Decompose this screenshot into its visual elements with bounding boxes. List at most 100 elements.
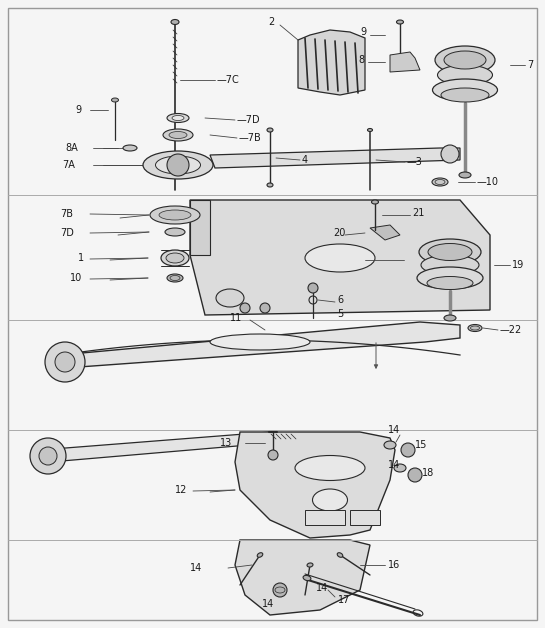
Text: 12: 12 [175, 485, 187, 495]
Ellipse shape [303, 575, 311, 581]
Text: 21: 21 [412, 208, 425, 218]
Text: 8A: 8A [65, 143, 78, 153]
Ellipse shape [337, 553, 343, 557]
Text: 7D: 7D [60, 228, 74, 238]
Ellipse shape [163, 129, 193, 141]
Text: 4: 4 [302, 155, 308, 165]
Ellipse shape [150, 206, 200, 224]
Polygon shape [190, 200, 490, 315]
Ellipse shape [169, 131, 187, 139]
Ellipse shape [444, 51, 486, 69]
Ellipse shape [165, 228, 185, 236]
Ellipse shape [257, 553, 263, 557]
Ellipse shape [305, 244, 375, 272]
Ellipse shape [397, 20, 403, 24]
Ellipse shape [441, 88, 489, 102]
Polygon shape [390, 52, 420, 72]
Polygon shape [60, 322, 460, 368]
Text: —10: —10 [477, 177, 499, 187]
Circle shape [39, 447, 57, 465]
Ellipse shape [112, 98, 118, 102]
Ellipse shape [123, 145, 137, 151]
Ellipse shape [167, 114, 189, 122]
Ellipse shape [171, 19, 179, 24]
Text: 6: 6 [337, 295, 343, 305]
Text: —7C: —7C [217, 75, 240, 85]
Text: 9: 9 [360, 27, 366, 37]
Polygon shape [235, 540, 370, 615]
Circle shape [45, 342, 85, 382]
Ellipse shape [384, 441, 396, 449]
Text: 8: 8 [358, 55, 364, 65]
Ellipse shape [427, 276, 473, 290]
Text: 14: 14 [388, 460, 400, 470]
Ellipse shape [394, 464, 406, 472]
Text: 11: 11 [230, 313, 242, 323]
Polygon shape [350, 510, 380, 525]
Ellipse shape [432, 178, 448, 186]
Text: 7: 7 [527, 60, 533, 70]
Polygon shape [210, 148, 460, 168]
Text: 14: 14 [190, 563, 202, 573]
Polygon shape [298, 30, 365, 95]
Ellipse shape [444, 315, 456, 321]
Circle shape [167, 154, 189, 176]
Text: 19: 19 [512, 260, 524, 270]
Ellipse shape [166, 253, 184, 263]
Polygon shape [305, 510, 345, 525]
Polygon shape [190, 200, 210, 255]
Circle shape [55, 352, 75, 372]
Ellipse shape [216, 289, 244, 307]
Ellipse shape [210, 334, 310, 350]
Text: 14: 14 [316, 583, 328, 593]
Text: 14: 14 [388, 425, 400, 435]
Ellipse shape [372, 200, 378, 204]
Polygon shape [40, 432, 275, 462]
Text: —22: —22 [500, 325, 522, 335]
Ellipse shape [159, 210, 191, 220]
Ellipse shape [419, 239, 481, 265]
Text: 13: 13 [220, 438, 232, 448]
Text: 7A: 7A [62, 160, 75, 170]
Ellipse shape [155, 156, 201, 174]
Polygon shape [370, 225, 400, 240]
Text: —7B: —7B [239, 133, 262, 143]
Ellipse shape [367, 129, 372, 131]
Text: 7B: 7B [60, 209, 73, 219]
Ellipse shape [307, 563, 313, 567]
Circle shape [30, 438, 66, 474]
Ellipse shape [433, 79, 498, 101]
Ellipse shape [459, 172, 471, 178]
Text: —7D: —7D [237, 115, 261, 125]
Ellipse shape [428, 244, 472, 261]
Circle shape [260, 303, 270, 313]
Ellipse shape [468, 325, 482, 332]
Ellipse shape [435, 46, 495, 74]
Ellipse shape [167, 274, 183, 282]
Ellipse shape [143, 151, 213, 179]
Text: 17: 17 [338, 595, 350, 605]
Text: 18: 18 [422, 468, 434, 478]
Ellipse shape [421, 255, 479, 275]
Text: —3: —3 [407, 157, 423, 167]
Circle shape [408, 468, 422, 482]
Text: 15: 15 [415, 440, 427, 450]
Text: 10: 10 [70, 273, 82, 283]
Ellipse shape [161, 250, 189, 266]
Ellipse shape [267, 128, 273, 132]
Circle shape [308, 283, 318, 293]
Ellipse shape [312, 489, 348, 511]
Text: 2: 2 [268, 17, 274, 27]
Circle shape [401, 443, 415, 457]
Text: 16: 16 [388, 560, 400, 570]
Text: 14: 14 [262, 599, 274, 609]
Ellipse shape [438, 65, 493, 85]
Text: 5: 5 [337, 309, 343, 319]
Text: 20: 20 [333, 228, 346, 238]
Polygon shape [235, 432, 395, 538]
Ellipse shape [267, 183, 273, 187]
Ellipse shape [172, 116, 184, 121]
Ellipse shape [295, 455, 365, 480]
Ellipse shape [417, 267, 483, 289]
Ellipse shape [441, 145, 459, 163]
